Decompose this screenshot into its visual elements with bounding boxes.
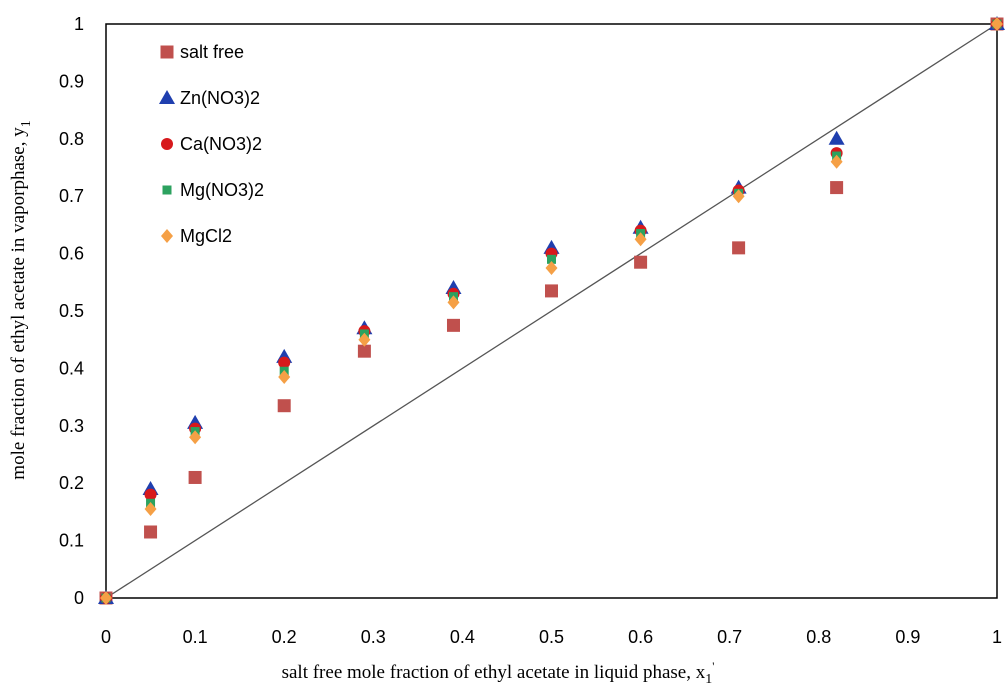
legend-label: Mg(NO3)2 xyxy=(180,180,264,200)
x-tick-label: 0.3 xyxy=(361,627,386,647)
data-point xyxy=(277,399,291,413)
plot-area xyxy=(105,23,998,599)
data-point xyxy=(547,254,556,264)
x-tick-label: 0.5 xyxy=(539,627,564,647)
y-tick-label: 0.8 xyxy=(59,129,84,149)
data-point xyxy=(447,295,460,310)
y-tick-label: 0.2 xyxy=(59,473,84,493)
data-point xyxy=(634,232,647,247)
legend-label: Ca(NO3)2 xyxy=(180,134,262,154)
data-point xyxy=(358,332,371,347)
data-point xyxy=(732,241,746,255)
diagonal-line xyxy=(105,23,998,599)
series-4 xyxy=(100,17,1003,605)
legend-marker xyxy=(161,229,173,243)
legend-marker xyxy=(159,90,175,104)
legend-label: salt free xyxy=(180,42,244,62)
data-point xyxy=(278,370,291,385)
y-tick-label: 0.5 xyxy=(59,301,84,321)
series-0 xyxy=(99,17,1004,605)
data-point xyxy=(357,344,371,358)
legend-marker xyxy=(161,138,173,150)
legend-label: Zn(NO3)2 xyxy=(180,88,260,108)
legend-label: MgCl2 xyxy=(180,226,232,246)
y-tick-label: 1 xyxy=(74,14,84,34)
x-axis-title: salt free mole fraction of ethyl acetate… xyxy=(282,659,715,687)
x-tick-label: 0.7 xyxy=(717,627,742,647)
x-tick-label: 0.1 xyxy=(183,627,208,647)
y-tick-label: 0.7 xyxy=(59,186,84,206)
data-point xyxy=(991,17,1003,31)
y-tick-label: 0.9 xyxy=(59,71,84,91)
legend-marker xyxy=(160,45,174,59)
data-point xyxy=(732,189,745,204)
x-tick-label: 1 xyxy=(992,627,1002,647)
x-tick-label: 0.8 xyxy=(806,627,831,647)
y-tick-label: 0 xyxy=(74,588,84,608)
data-point xyxy=(545,284,558,298)
data-point xyxy=(634,255,648,269)
x-tick-label: 0 xyxy=(101,627,111,647)
x-tick-label: 0.2 xyxy=(272,627,297,647)
legend-marker xyxy=(162,185,172,195)
data-point xyxy=(100,591,112,605)
data-point xyxy=(830,154,843,169)
data-point xyxy=(144,525,158,539)
data-point xyxy=(446,318,460,332)
y-tick-label: 0.4 xyxy=(59,358,84,378)
data-point xyxy=(545,260,558,275)
data-point xyxy=(144,502,157,517)
y-tick-label: 0.6 xyxy=(59,244,84,264)
data-point xyxy=(830,181,844,195)
x-tick-label: 0.9 xyxy=(895,627,920,647)
data-point xyxy=(188,470,202,484)
data-point xyxy=(828,130,845,145)
data-point xyxy=(144,488,157,501)
x-tick-label: 0.4 xyxy=(450,627,475,647)
data-point xyxy=(278,356,291,369)
legend: salt free Zn(NO3)2 Ca(NO3)2 Mg(NO3)2 MgCl2 xyxy=(159,42,264,246)
x-tick-label: 0.6 xyxy=(628,627,653,647)
data-point xyxy=(189,430,202,445)
y-tick-label: 0.1 xyxy=(59,531,84,551)
y-tick-label: 0.3 xyxy=(59,416,84,436)
y-axis-title: mole fraction of ethyl acetate in vaporp… xyxy=(8,120,34,479)
